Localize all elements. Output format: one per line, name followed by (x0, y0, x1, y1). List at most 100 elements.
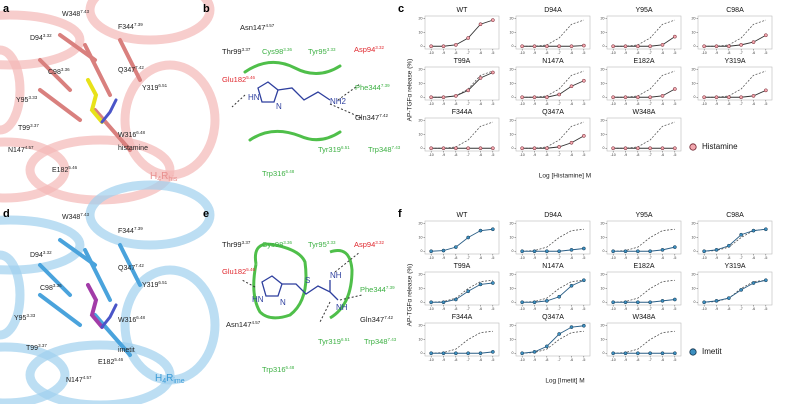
data-point (520, 249, 525, 254)
data-point (660, 299, 665, 303)
x-tick-label: -5 (764, 102, 767, 106)
data-point (739, 43, 744, 47)
x-tick-label: -8 (545, 51, 548, 55)
response-curve (522, 279, 585, 303)
y-tick-label: 10 (601, 81, 605, 85)
data-point (441, 300, 446, 305)
subplot-title: N147A (542, 263, 564, 270)
y-tick-label: 10 (510, 286, 514, 290)
x-tick-label: -6 (661, 51, 664, 55)
receptor-part: ime (173, 378, 184, 385)
x-tick-label: -6 (570, 102, 573, 106)
reference-curve (704, 19, 766, 47)
data-point (672, 87, 677, 91)
residue-name: W316 (118, 132, 136, 139)
data-point (544, 344, 549, 349)
x-tick-label: -7 (649, 153, 652, 157)
x-tick-label: -7 (467, 153, 470, 157)
y-tick-label: 10 (601, 132, 605, 136)
residue-label: Tyr953.33 (308, 240, 336, 249)
x-tick-label: -10 (429, 102, 434, 106)
response-curve (522, 248, 584, 252)
data-point (611, 351, 616, 356)
residue-name: Phe344 (355, 83, 381, 92)
x-tick-label: -7 (467, 256, 470, 260)
subplot-title: F344A (452, 314, 473, 321)
data-point (478, 146, 483, 151)
panel-letter: f (398, 208, 402, 220)
data-point (751, 94, 756, 98)
structure-render (0, 0, 220, 205)
x-tick-label: -7 (467, 102, 470, 106)
residue-number: 3.36 (53, 283, 62, 288)
x-tick-label: -10 (429, 153, 434, 157)
data-point (660, 146, 665, 151)
y-tick-label: 20 (510, 119, 514, 123)
residue-number: 5.46 (246, 267, 255, 272)
data-point (763, 88, 768, 93)
data-point (569, 44, 574, 49)
atom-label: HN (248, 93, 260, 102)
residue-label: N1474.57 (8, 145, 34, 154)
residue-label: F3447.39 (118, 22, 143, 31)
helix (0, 10, 85, 70)
data-point (714, 44, 719, 49)
y-tick-label: 0 (603, 146, 605, 150)
residue-name: Phe344 (360, 285, 386, 294)
y-tick-label: 20 (601, 222, 605, 226)
y-tick-label: 20 (419, 68, 423, 72)
data-point (648, 95, 653, 100)
residue-number: 3.32 (43, 250, 52, 255)
helix (0, 45, 25, 135)
residue-label: T993.37 (18, 123, 39, 132)
x-tick-label: -10 (611, 51, 616, 55)
x-tick-label: -8 (454, 102, 457, 106)
data-point (478, 76, 483, 80)
reference-curve (613, 19, 675, 47)
data-point (532, 300, 537, 305)
data-point (763, 33, 768, 38)
data-point (429, 44, 434, 49)
data-point (635, 300, 640, 305)
data-point (557, 294, 562, 299)
residue-number: 6.51 (158, 83, 167, 88)
residue-label: Trp3166.48 (262, 365, 295, 374)
pocket-curve (243, 60, 342, 75)
y-tick-label: 10 (419, 337, 423, 341)
atom-label: N (280, 298, 286, 307)
y-tick-label: 0 (694, 249, 696, 253)
data-point (478, 228, 483, 233)
response-curve (431, 282, 493, 303)
data-point (660, 94, 665, 98)
data-point (441, 248, 446, 253)
residue-number: 7.42 (135, 263, 144, 268)
subplot-title: N147A (542, 58, 564, 65)
atom-label: NH (336, 303, 348, 312)
x-tick-label: -7 (467, 358, 470, 362)
data-point (520, 146, 525, 151)
residue-label: W3487.43 (62, 212, 90, 221)
response-curve (522, 45, 584, 47)
residue-number: 6.51 (341, 145, 350, 150)
data-point (429, 95, 434, 100)
residue-number: 3.37 (38, 343, 47, 348)
data-point (648, 44, 653, 49)
residue-number: 3.32 (375, 240, 384, 245)
y-tick-label: 20 (419, 17, 423, 21)
residue-number: 6.48 (136, 315, 145, 320)
x-tick-label: -9 (624, 358, 627, 362)
data-point (520, 44, 525, 49)
data-point (544, 299, 549, 303)
response-curve (431, 19, 493, 47)
y-tick-label: 10 (419, 235, 423, 239)
response-curve (613, 88, 676, 98)
residue-name: D94 (30, 252, 43, 259)
y-tick-label: 10 (601, 30, 605, 34)
atom-label: NH2 (330, 97, 347, 106)
x-tick-label: -10 (429, 307, 434, 311)
data-point (726, 95, 731, 100)
x-tick-label: -5 (673, 51, 676, 55)
data-point (429, 146, 434, 151)
residue-label: Y953.33 (14, 313, 36, 322)
